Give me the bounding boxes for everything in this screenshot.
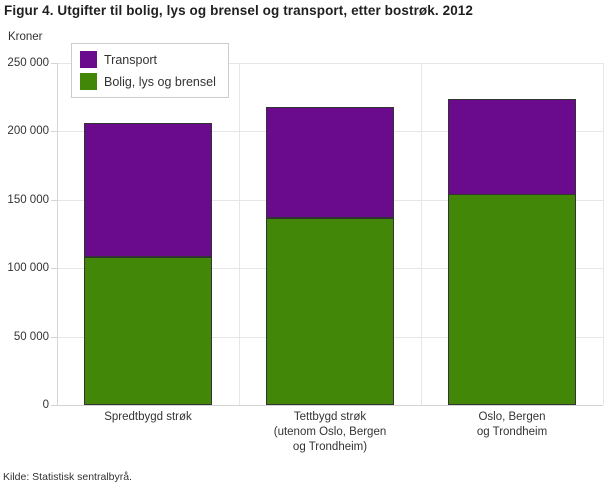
legend-swatch-icon bbox=[80, 51, 97, 68]
bar-segment-transport-0[interactable] bbox=[84, 123, 212, 257]
y-axis-title: Kroner bbox=[8, 31, 43, 43]
x-axis-category-label-0: Spredtbygd strøk bbox=[57, 410, 239, 425]
y-axis-tick-label: 50 000 bbox=[13, 331, 49, 343]
x-axis-category-label-2: Oslo, Bergen og Trondheim bbox=[421, 410, 603, 440]
y-axis-tick-label: 150 000 bbox=[7, 194, 49, 206]
y-axis-line bbox=[57, 63, 58, 405]
x-axis-label-line: Tettbygd strøk bbox=[293, 411, 367, 423]
legend-swatch-icon bbox=[80, 73, 97, 90]
legend-item-label: Transport bbox=[104, 52, 158, 67]
source-note: Kilde: Statistisk sentralbyrå. bbox=[3, 471, 132, 483]
x-axis-label-line: Spredtbygd strøk bbox=[104, 411, 192, 423]
y-axis-tick-label: 200 000 bbox=[7, 125, 49, 137]
x-axis-label-line: og Trondheim bbox=[476, 426, 548, 438]
chart-title: Figur 4. Utgifter til bolig, lys og bren… bbox=[4, 3, 474, 18]
y-axis-tick-label: 0 bbox=[42, 399, 49, 411]
x-axis-label-line: (utenom Oslo, Bergen bbox=[273, 426, 387, 438]
legend-item-transport[interactable]: Transport bbox=[80, 51, 216, 68]
y-axis-tick bbox=[51, 337, 57, 338]
legend: Transport Bolig, lys og brensel bbox=[71, 43, 229, 98]
gridline-vertical bbox=[603, 63, 604, 405]
gridline-vertical bbox=[421, 63, 422, 405]
x-axis-label-line: og Trondheim) bbox=[292, 441, 368, 453]
bar-segment-bolig-1[interactable] bbox=[266, 218, 394, 405]
bar-segment-transport-2[interactable] bbox=[448, 99, 576, 195]
bar-segment-transport-1[interactable] bbox=[266, 107, 394, 218]
legend-item-bolig[interactable]: Bolig, lys og brensel bbox=[80, 73, 216, 90]
y-axis-tick bbox=[51, 200, 57, 201]
y-axis-tick-label: 250 000 bbox=[7, 57, 49, 69]
y-axis-tick bbox=[51, 405, 57, 406]
legend-item-label: Bolig, lys og brensel bbox=[104, 74, 216, 89]
y-axis-tick bbox=[51, 63, 57, 64]
bar-segment-bolig-2[interactable] bbox=[448, 194, 576, 405]
x-axis-category-label-1: Tettbygd strøk (utenom Oslo, Bergen og Tro… bbox=[239, 410, 421, 455]
y-axis-tick-label: 100 000 bbox=[7, 262, 49, 274]
x-axis-line bbox=[57, 405, 603, 406]
x-axis-label-line: Oslo, Bergen bbox=[478, 411, 546, 423]
y-axis-tick bbox=[51, 131, 57, 132]
gridline-horizontal bbox=[57, 63, 603, 64]
y-axis-tick bbox=[51, 268, 57, 269]
gridline-vertical bbox=[239, 63, 240, 405]
bar-segment-bolig-0[interactable] bbox=[84, 257, 212, 405]
